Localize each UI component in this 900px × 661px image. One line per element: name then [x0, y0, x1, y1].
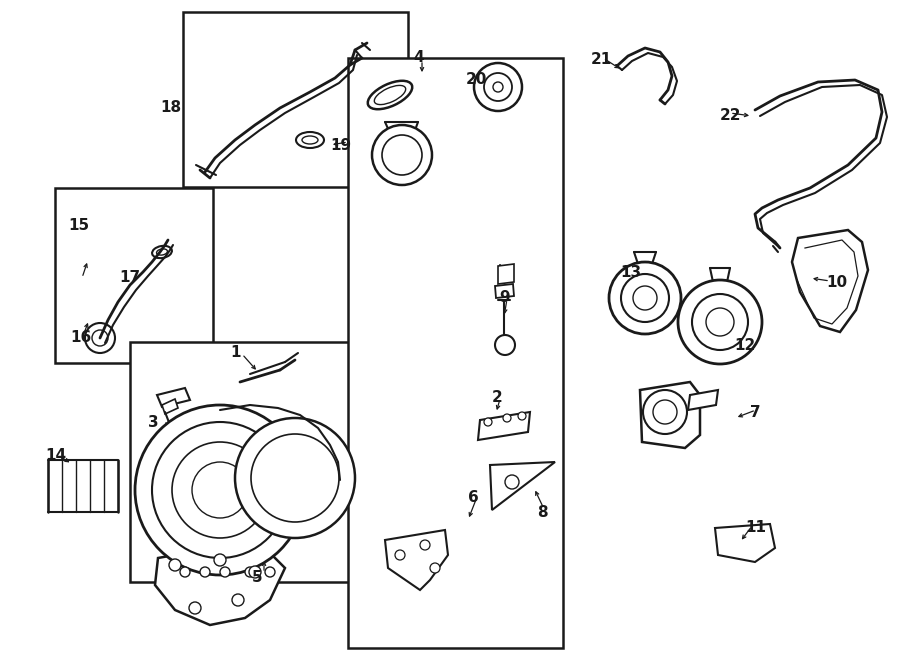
Circle shape	[621, 274, 669, 322]
Circle shape	[92, 330, 108, 346]
Bar	[130, 342, 358, 582]
Polygon shape	[155, 545, 285, 625]
Circle shape	[245, 567, 255, 577]
Circle shape	[189, 602, 201, 614]
Bar	[55, 188, 213, 363]
Circle shape	[518, 412, 526, 420]
Circle shape	[484, 418, 492, 426]
Text: 16: 16	[70, 330, 91, 345]
Text: 17: 17	[119, 270, 140, 285]
Ellipse shape	[157, 249, 167, 255]
Polygon shape	[792, 230, 868, 332]
Circle shape	[493, 82, 503, 92]
Text: 12: 12	[734, 338, 755, 353]
Circle shape	[372, 125, 432, 185]
Circle shape	[430, 563, 440, 573]
Circle shape	[214, 554, 226, 566]
Ellipse shape	[296, 132, 324, 148]
Ellipse shape	[152, 246, 172, 258]
Circle shape	[152, 422, 288, 558]
Circle shape	[235, 418, 355, 538]
Text: 18: 18	[160, 100, 181, 115]
Text: 3: 3	[148, 415, 158, 430]
Text: 21: 21	[591, 52, 612, 67]
Circle shape	[251, 434, 339, 522]
Circle shape	[135, 405, 305, 575]
Circle shape	[395, 550, 405, 560]
Text: 22: 22	[720, 108, 742, 123]
Circle shape	[180, 567, 190, 577]
Polygon shape	[490, 462, 555, 510]
Circle shape	[169, 559, 181, 571]
Text: 8: 8	[537, 505, 547, 520]
Circle shape	[633, 286, 657, 310]
Bar	[183, 12, 408, 187]
Circle shape	[172, 442, 268, 538]
Text: 5: 5	[252, 570, 263, 585]
Polygon shape	[715, 524, 775, 562]
Circle shape	[265, 567, 275, 577]
Polygon shape	[157, 388, 190, 407]
Circle shape	[653, 400, 677, 424]
Polygon shape	[688, 390, 718, 410]
Polygon shape	[385, 530, 448, 590]
Circle shape	[192, 462, 248, 518]
Text: 13: 13	[620, 265, 641, 280]
Circle shape	[85, 323, 115, 353]
Circle shape	[505, 475, 519, 489]
Circle shape	[200, 567, 210, 577]
Text: 15: 15	[68, 218, 89, 233]
Circle shape	[643, 390, 687, 434]
Text: 9: 9	[499, 290, 509, 305]
Circle shape	[382, 135, 422, 175]
Ellipse shape	[374, 85, 406, 104]
Ellipse shape	[302, 136, 318, 144]
Polygon shape	[640, 382, 700, 448]
Text: 20: 20	[466, 72, 488, 87]
Circle shape	[495, 335, 515, 355]
Text: 11: 11	[745, 520, 766, 535]
Text: 19: 19	[330, 138, 351, 153]
Circle shape	[474, 63, 522, 111]
Polygon shape	[498, 264, 514, 284]
Circle shape	[706, 308, 734, 336]
Circle shape	[609, 262, 681, 334]
Text: 6: 6	[468, 490, 479, 505]
Circle shape	[484, 73, 512, 101]
Circle shape	[420, 540, 430, 550]
Text: 2: 2	[492, 390, 503, 405]
Text: 7: 7	[750, 405, 760, 420]
Polygon shape	[478, 412, 530, 440]
Text: 4: 4	[413, 50, 424, 65]
Text: 14: 14	[45, 448, 66, 463]
Polygon shape	[495, 284, 514, 298]
Bar	[348, 58, 563, 648]
Circle shape	[678, 280, 762, 364]
Circle shape	[220, 567, 230, 577]
Circle shape	[692, 294, 748, 350]
Ellipse shape	[368, 81, 412, 109]
Text: 1: 1	[230, 345, 240, 360]
Circle shape	[232, 594, 244, 606]
Circle shape	[249, 566, 261, 578]
Text: 10: 10	[826, 275, 847, 290]
Circle shape	[503, 414, 511, 422]
Polygon shape	[162, 399, 178, 414]
